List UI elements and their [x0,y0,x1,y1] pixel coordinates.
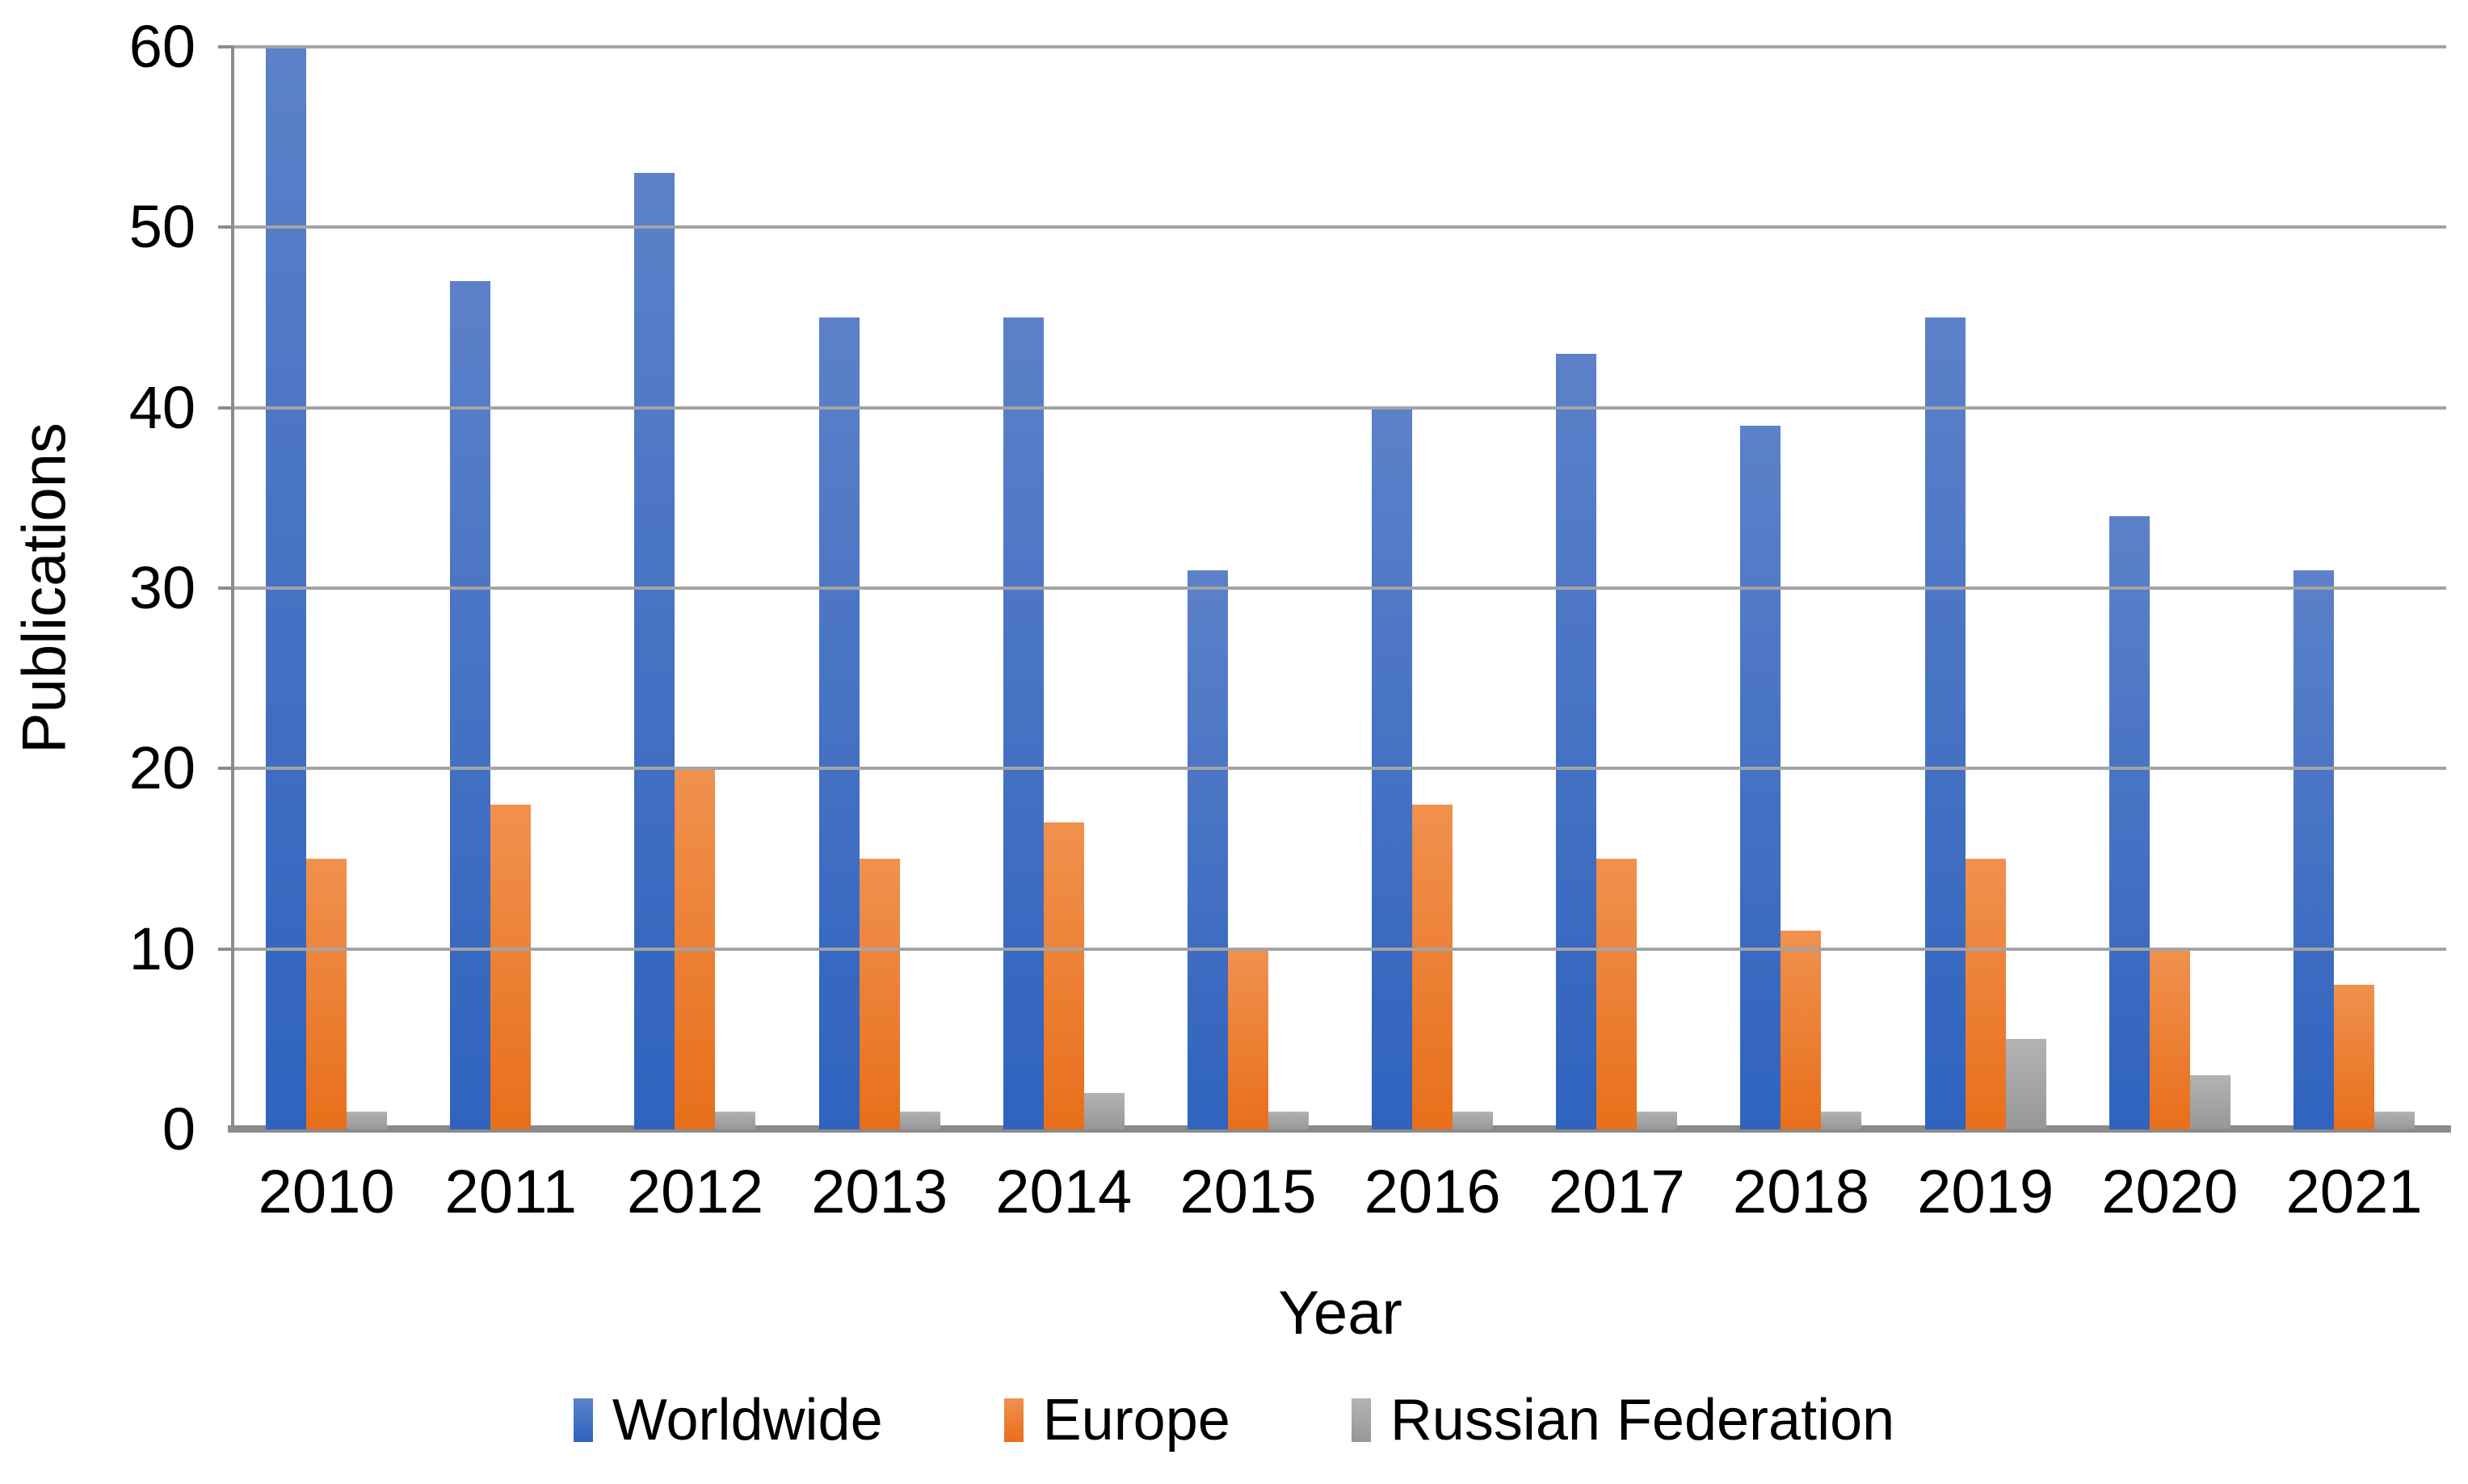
x-tick-label-2012: 2012 [626,1158,763,1226]
bar-worldwide-2015 [1187,570,1228,1129]
y-tick-label-40: 40 [128,373,196,441]
bar-worldwide-2013 [818,317,860,1129]
y-axis-tick-60 [218,45,234,48]
bar-europe-2019 [1965,859,2006,1129]
bar-europe-2020 [2149,948,2190,1129]
plot-area [218,45,2451,1133]
bar-worldwide-2014 [1003,317,1044,1129]
y-axis-tick-40 [218,406,234,410]
bar-group-2021 [2262,47,2446,1129]
bar-group-2019 [1894,47,2078,1129]
gridline-60 [234,45,2446,48]
x-axis-line [228,1125,2451,1133]
legend-swatch-icon [573,1398,593,1442]
x-axis-title: Year [1278,1279,1402,1347]
legend-swatch-icon [1351,1398,1371,1442]
bar-worldwide-2012 [634,173,675,1129]
bar-group-2018 [1709,47,1893,1129]
x-tick-label-2016: 2016 [1364,1158,1501,1226]
bar-europe-2015 [1227,948,1268,1129]
bar-russian-federation-2012 [715,1111,756,1129]
bar-europe-2011 [490,805,532,1129]
bar-russian-federation-2021 [2373,1111,2415,1129]
chart-legend: Worldwide Europe Russian Federation [0,1388,2468,1452]
legend-label: Europe [1042,1388,1230,1452]
legend-swatch-icon [1003,1398,1024,1442]
bar-europe-2021 [2333,985,2374,1129]
x-tick-label-2015: 2015 [1179,1158,1317,1226]
bar-europe-2016 [1412,805,1453,1129]
y-tick-label-20: 20 [128,734,196,802]
bar-russian-federation-2018 [1821,1111,1862,1129]
y-axis-tick-50 [218,225,234,229]
gridline-30 [234,586,2446,590]
bar-russian-federation-2019 [2005,1039,2046,1129]
bar-europe-2018 [1781,931,1822,1129]
x-tick-label-2021: 2021 [2285,1158,2423,1226]
x-tick-label-2013: 2013 [811,1158,948,1226]
y-tick-label-30: 30 [128,554,196,621]
y-axis-tick-labels: 0 10 20 30 40 50 60 [0,16,196,1160]
y-axis-tick-20 [218,767,234,771]
bar-worldwide-2017 [1556,353,1597,1129]
bar-group-2012 [603,47,787,1129]
bar-russian-federation-2020 [2189,1075,2230,1129]
y-tick-label-10: 10 [128,914,196,982]
bar-worldwide-2021 [2293,570,2334,1129]
gridline-10 [234,947,2446,951]
bar-europe-2014 [1043,822,1084,1129]
gridline-40 [234,406,2446,410]
x-tick-label-2010: 2010 [258,1158,395,1226]
bar-russian-federation-2017 [1637,1111,1678,1129]
y-tick-label-50: 50 [128,193,196,261]
bar-worldwide-2018 [1740,426,1781,1129]
x-tick-label-2018: 2018 [1732,1158,1869,1226]
bar-worldwide-2011 [450,281,491,1129]
bar-russian-federation-2015 [1268,1111,1309,1129]
bar-group-2020 [2078,47,2262,1129]
x-tick-label-2017: 2017 [1548,1158,1685,1226]
legend-label: Russian Federation [1390,1388,1895,1452]
x-tick-label-2020: 2020 [2101,1158,2239,1226]
bar-group-2015 [1156,47,1340,1129]
x-tick-label-2014: 2014 [995,1158,1133,1226]
bar-europe-2017 [1596,859,1638,1129]
bar-group-2011 [418,47,603,1129]
legend-label: Worldwide [612,1388,883,1452]
bar-europe-2013 [859,859,900,1129]
bar-group-2014 [972,47,1156,1129]
y-axis-tick-10 [218,947,234,951]
bar-russian-federation-2013 [899,1111,940,1129]
x-axis-tick-labels: 2010 2011 2012 2013 2014 2015 2016 2017 2018 2019… [234,1157,2446,1227]
bar-worldwide-2020 [2109,515,2150,1129]
gridline-20 [234,767,2446,771]
legend-item-worldwide: Worldwide [573,1388,883,1452]
y-tick-label-60: 60 [128,13,196,80]
x-tick-label-2011: 2011 [444,1158,577,1226]
x-tick-label-2019: 2019 [1917,1158,2054,1226]
legend-item-russian-federation: Russian Federation [1351,1388,1895,1452]
bar-europe-2010 [306,859,347,1129]
gridline-50 [234,225,2446,229]
bar-russian-federation-2010 [347,1111,388,1129]
bar-group-2017 [1524,47,1709,1129]
y-axis-tick-30 [218,586,234,590]
bar-russian-federation-2016 [1453,1111,1494,1129]
legend-item-europe: Europe [1003,1388,1230,1452]
bar-group-2013 [788,47,972,1129]
bar-worldwide-2019 [1924,317,1966,1129]
bar-russian-federation-2014 [1083,1093,1125,1129]
y-tick-label-0: 0 [162,1095,196,1162]
